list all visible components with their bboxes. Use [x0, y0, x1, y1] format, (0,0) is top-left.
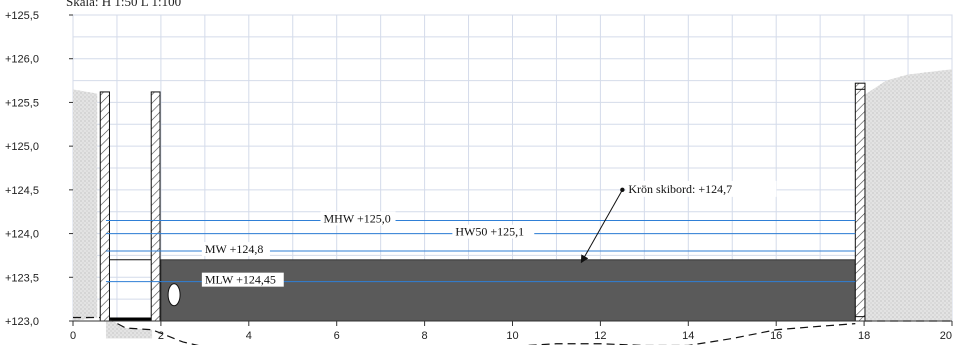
x-tick-label: 20: [940, 330, 952, 342]
terrain-layer: [73, 69, 952, 339]
inner-soil-stipple: [105, 317, 153, 339]
level-lines: MHW +125,0 HW50 +125,1 MW +124,8 MLW +124,4…: [105, 211, 856, 287]
bottom-profile: [105, 316, 856, 345]
culvert-opening: [167, 283, 181, 307]
crest-leader-dot: [620, 187, 625, 193]
level-label-background: [320, 211, 396, 226]
right-sheet-pile: [854, 82, 866, 322]
level-label-mw: MW +124,8: [205, 242, 264, 256]
left-sheet-pile: [99, 91, 110, 322]
crest-label: Krön skibord: +124,7: [628, 182, 732, 196]
right-bank-soil: [859, 69, 952, 321]
water-body: [160, 259, 856, 322]
x-tick-label: 14: [682, 330, 694, 342]
middle-sheet-pile: [150, 91, 161, 322]
y-tick-label: +125,5: [5, 10, 39, 22]
y-tick-label: +125,5: [5, 97, 39, 109]
x-tick-label: 4: [246, 330, 252, 342]
axes: +125,5 +126,0 +125,5 +125,0 +124,5 +124,0 +123…: [5, 10, 953, 342]
left-bank-soil: [73, 89, 98, 321]
y-tick-label: +124,5: [5, 185, 39, 197]
x-tick-label: 10: [506, 330, 518, 342]
x-tick-label: 12: [594, 330, 606, 342]
x-tick-label: 16: [770, 330, 782, 342]
x-tick-label: 2: [158, 330, 164, 342]
y-tick-label: +125,0: [5, 141, 39, 153]
annotations: Krön skibord: +124,7: [580, 180, 777, 264]
y-tick-label: +124,0: [5, 229, 39, 241]
water-layer: [73, 259, 952, 345]
level-label-mlw: MLW +124,45: [205, 273, 276, 287]
scale-caption: Skala: H 1:50 L 1:100: [66, 0, 182, 9]
x-tick-label: 8: [422, 330, 428, 342]
level-label-mhw: MHW +125,0: [324, 211, 391, 225]
y-tick-label: +123,5: [5, 272, 39, 284]
level-label-hw50: HW50 +125,1: [455, 225, 524, 239]
crest-label-background: [626, 180, 777, 197]
level-label-background: [201, 242, 270, 257]
y-tick-label: +126,0: [5, 54, 39, 66]
level-label-background: [201, 272, 284, 287]
x-tick-label: 0: [70, 330, 76, 342]
x-tick-label: 6: [334, 330, 340, 342]
inner-soil: [105, 317, 153, 321]
crest-leader-arrow: [580, 189, 623, 264]
level-label-background: [452, 224, 535, 239]
x-tick-label: 18: [858, 330, 870, 342]
y-tick-label: +123,0: [5, 316, 39, 328]
